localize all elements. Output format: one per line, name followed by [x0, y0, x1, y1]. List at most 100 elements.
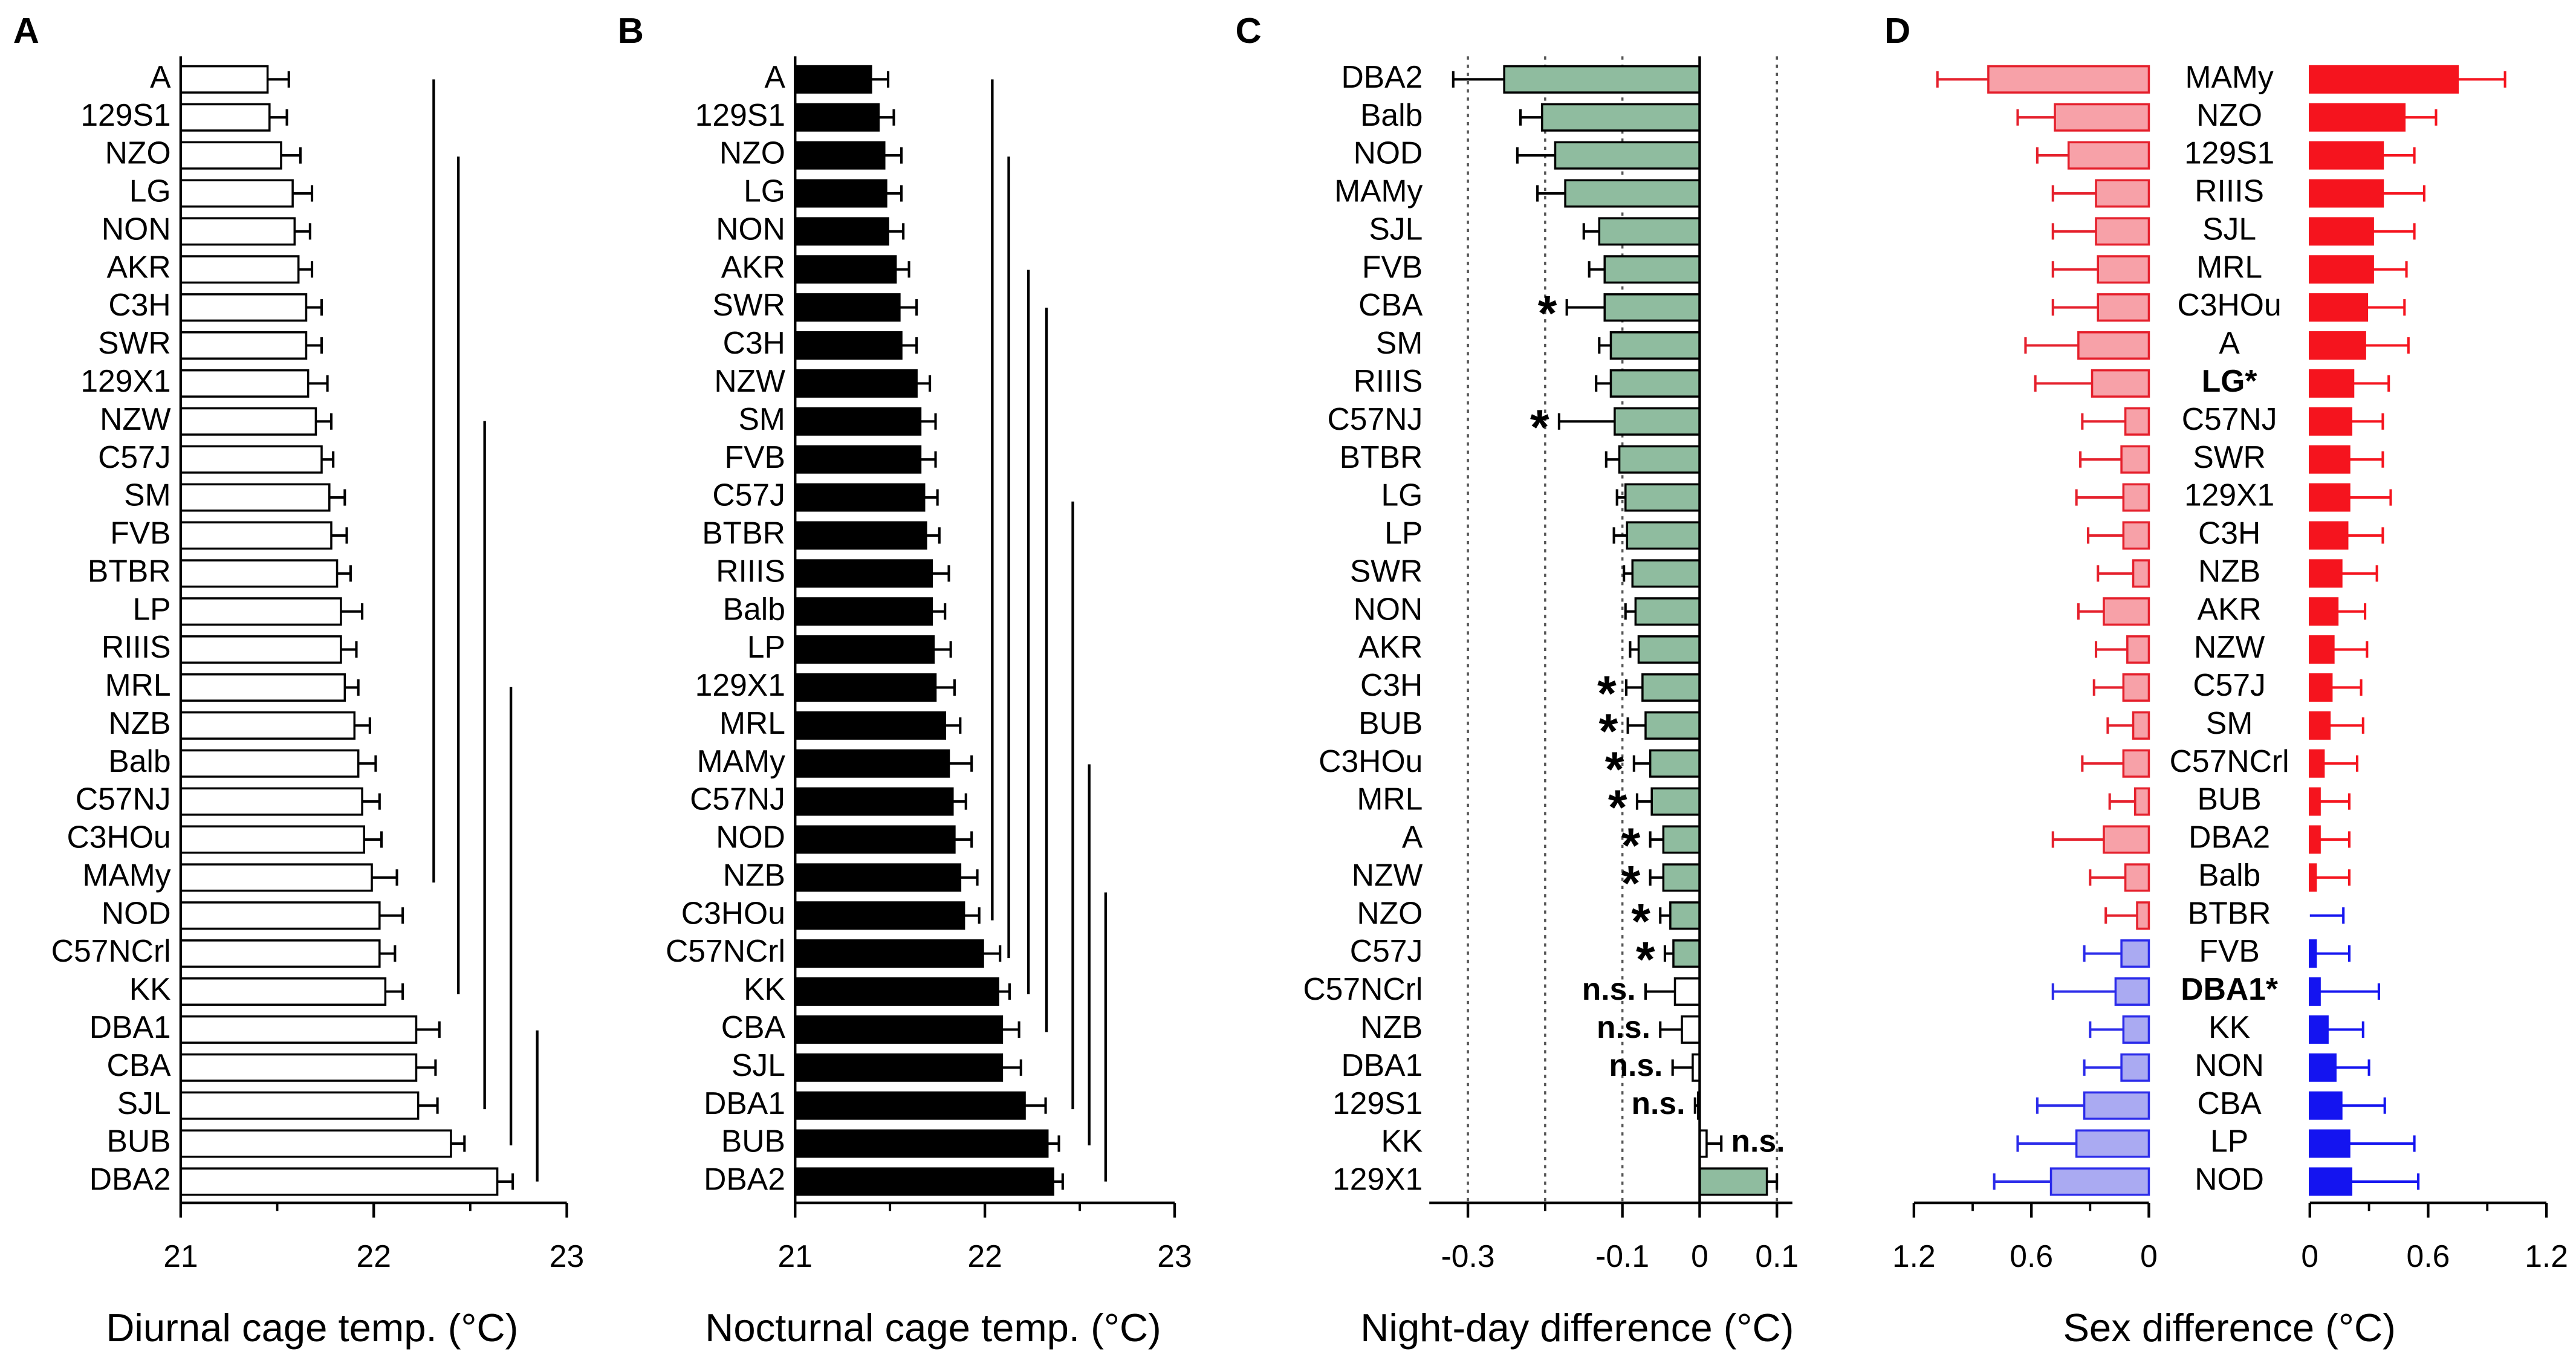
bar: [2124, 407, 2150, 436]
category-label: BTBR: [88, 553, 171, 588]
category-label: LP: [132, 591, 170, 626]
x-tick-label: 0: [2301, 1238, 2318, 1274]
bar: [1503, 65, 1701, 94]
category-label: 129X1: [2184, 477, 2274, 513]
bar: [180, 1167, 499, 1196]
bar: [794, 293, 901, 322]
x-tick-label: 0.6: [2407, 1238, 2450, 1274]
x-axis-label: Sex difference (°C): [2063, 1306, 2395, 1350]
bar: [180, 293, 308, 322]
category-label: A: [1402, 820, 1423, 855]
category-label: CBA: [721, 1009, 786, 1044]
annotation: *: [1597, 666, 1617, 721]
category-label: FVB: [725, 439, 785, 474]
bar: [2122, 673, 2150, 702]
bar: [2309, 559, 2343, 588]
bar: [2309, 141, 2384, 170]
bar: [2122, 1015, 2150, 1044]
bar: [2309, 1015, 2329, 1044]
bar: [2103, 597, 2150, 626]
category-label: C57J: [712, 477, 785, 513]
bar: [2309, 65, 2459, 94]
bar: [2132, 559, 2150, 588]
bar: [2309, 103, 2406, 132]
bar: [794, 787, 954, 816]
bar: [1673, 977, 1701, 1006]
category-label: C3H: [108, 287, 170, 322]
bar: [180, 901, 381, 930]
category-label: 129X1: [1332, 1162, 1423, 1197]
category-label: NON: [2195, 1047, 2264, 1083]
category-label: A: [765, 59, 786, 94]
category-label: CBA: [1358, 287, 1423, 322]
bar: [2132, 711, 2150, 740]
bar: [1631, 559, 1701, 588]
panel-label: A: [13, 10, 39, 51]
bar: [2309, 1129, 2351, 1158]
category-label: RIIIS: [1354, 363, 1423, 398]
category-label: C57J: [2193, 667, 2266, 702]
bar: [1624, 483, 1701, 512]
x-tick-label: 0: [2140, 1238, 2158, 1274]
bar: [1618, 445, 1701, 474]
bar: [180, 1091, 420, 1120]
category-label: NOD: [102, 895, 171, 930]
category-label: NON: [1354, 591, 1423, 626]
category-label: 129X1: [80, 363, 170, 398]
category-label: MRL: [719, 705, 785, 740]
bar: [794, 1129, 1049, 1158]
bar: [794, 369, 918, 398]
bar: [794, 597, 933, 626]
bar: [1609, 369, 1701, 398]
category-label: KK: [129, 971, 171, 1006]
x-axis-label: Nocturnal cage temp. (°C): [705, 1306, 1161, 1350]
bar: [2309, 1091, 2343, 1120]
bar: [794, 1167, 1054, 1196]
bar: [794, 445, 922, 474]
bar: [794, 103, 880, 132]
category-label: Balb: [723, 591, 785, 626]
x-tick-label: 21: [163, 1238, 198, 1274]
bar: [180, 1129, 452, 1158]
annotation: *: [1599, 704, 1618, 759]
category-label: C3H: [2198, 516, 2260, 551]
category-label: SJL: [2202, 211, 2256, 246]
category-label: C57NCrl: [51, 933, 171, 968]
bar: [180, 65, 269, 94]
category-label: NZB: [723, 857, 785, 892]
bar: [794, 255, 897, 284]
annotation: n.s.: [1632, 1086, 1685, 1121]
bar: [1681, 1015, 1701, 1044]
bar: [2075, 1129, 2150, 1158]
category-label: Balb: [1360, 97, 1423, 132]
category-label: SWR: [712, 287, 785, 322]
x-axis-label: Diurnal cage temp. (°C): [106, 1306, 518, 1350]
bar: [794, 559, 933, 588]
x-tick-label: 22: [967, 1238, 1002, 1274]
bar: [180, 939, 381, 968]
category-label: NZW: [100, 401, 171, 436]
category-label: CBA: [106, 1047, 171, 1083]
category-label: A: [2219, 325, 2240, 360]
category-label: 129X1: [695, 667, 785, 702]
bar: [2309, 445, 2351, 474]
category-label: C3H: [1360, 667, 1423, 702]
bar: [1637, 635, 1701, 664]
category-label: NOD: [1354, 135, 1423, 170]
bar: [2120, 939, 2150, 968]
significance-lines-a: [432, 79, 539, 1182]
category-label: C57NJ: [2182, 401, 2277, 436]
category-label: CBA: [2198, 1086, 2262, 1121]
bar: [794, 179, 887, 208]
bar: [2309, 939, 2317, 968]
category-label: MAMy: [2185, 59, 2273, 94]
bar: [180, 1015, 418, 1044]
category-label: C57NCrl: [2170, 743, 2289, 778]
bar: [2309, 483, 2351, 512]
category-label: C57J: [1350, 933, 1423, 968]
bar: [794, 407, 922, 436]
annotation: n.s.: [1731, 1124, 1785, 1159]
annotation: *: [1631, 895, 1650, 950]
category-label: SJL: [732, 1047, 785, 1083]
bar: [794, 1015, 1004, 1044]
